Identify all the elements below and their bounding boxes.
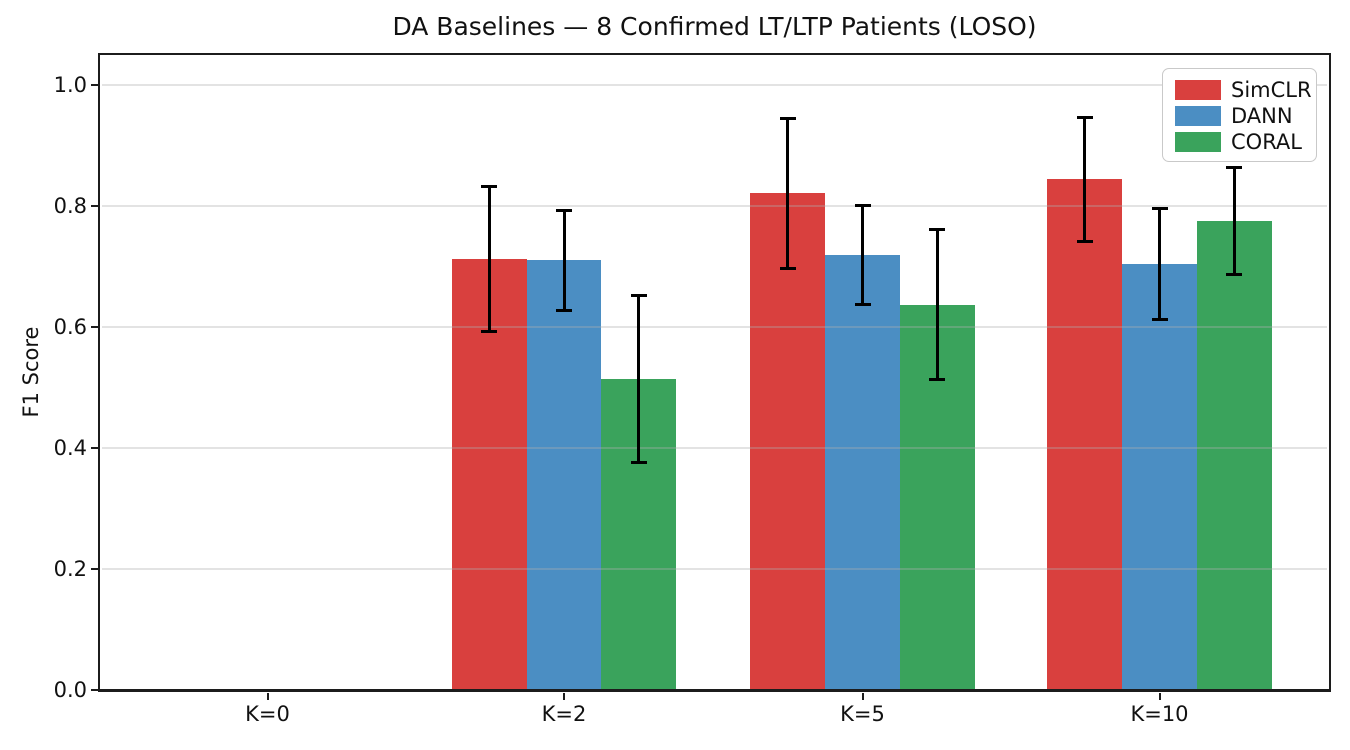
xtick-label-k0: K=0 [245, 702, 290, 726]
errorbar-simclr-k2-cap-bottom [481, 329, 498, 333]
ytick-mark-0.8 [91, 205, 98, 207]
errorbar-dann-k5-cap-top [854, 203, 871, 207]
xtick-mark-k2 [563, 693, 565, 700]
xtick-label-k5: K=5 [840, 702, 885, 726]
errorbar-coral-k10-cap-top [1226, 166, 1243, 170]
ytick-mark-0.4 [91, 447, 98, 449]
errorbar-dann-k2-cap-bottom [556, 309, 572, 313]
errorbar-simclr-k2-cap-top [481, 184, 498, 188]
errorbar-dann-k5-cap-bottom [854, 303, 871, 307]
errorbar-simclr-k10-cap-top [1076, 115, 1093, 119]
errorbar-dann-k10-cap-bottom [1151, 318, 1168, 322]
ytick-mark-1.0 [91, 84, 98, 86]
bar-simclr-k10 [1047, 179, 1123, 690]
gridline-0.4 [102, 447, 1327, 449]
ytick-label-0.0: 0.0 [53, 678, 87, 702]
bar-dann-k5 [825, 255, 900, 690]
errorbar-coral-k5-line [935, 229, 939, 380]
errorbar-simclr-k2-line [487, 186, 491, 332]
ytick-label-0.2: 0.2 [53, 557, 87, 581]
gridline-0.6 [102, 326, 1327, 328]
legend-label-coral: CORAL [1231, 130, 1302, 154]
errorbar-dann-k5-line [861, 205, 864, 305]
errorbar-coral-k5-cap-top [929, 228, 946, 232]
errorbar-coral-k5-cap-bottom [929, 378, 946, 382]
bar-dann-k2 [526, 260, 602, 690]
legend-item-coral: CORAL [1175, 129, 1308, 155]
gridline-0.8 [102, 205, 1327, 207]
errorbar-coral-k2-cap-bottom [630, 461, 647, 465]
errorbar-simclr-k10-line [1083, 117, 1087, 242]
xtick-label-k10: K=10 [1130, 702, 1189, 726]
legend-swatch-coral [1175, 132, 1221, 152]
legend-item-dann: DANN [1175, 103, 1308, 129]
gridline-1.0 [102, 84, 1327, 86]
bar-dann-k10 [1122, 264, 1197, 690]
errorbar-dann-k2-line [562, 210, 566, 311]
legend-swatch-dann [1175, 106, 1221, 126]
bar-simclr-k5 [750, 193, 826, 690]
errorbar-coral-k10-line [1232, 167, 1236, 275]
errorbar-dann-k10-line [1158, 208, 1161, 320]
errorbar-dann-k2-cap-top [556, 208, 572, 212]
errorbar-coral-k2-line [637, 295, 641, 463]
ytick-mark-0.0 [91, 689, 98, 691]
errorbar-simclr-k10-cap-bottom [1076, 240, 1093, 244]
xtick-mark-k10 [1158, 693, 1161, 700]
legend: SimCLR DANN CORAL [1162, 68, 1317, 162]
ytick-mark-0.6 [91, 326, 98, 328]
xtick-mark-k0 [266, 693, 269, 700]
legend-swatch-simclr [1175, 80, 1221, 100]
y-axis-label: F1 Score [19, 326, 43, 418]
errorbar-dann-k10-cap-top [1151, 206, 1168, 210]
ytick-label-0.8: 0.8 [53, 194, 87, 218]
ytick-mark-0.2 [91, 568, 98, 570]
ytick-label-0.4: 0.4 [53, 436, 87, 460]
legend-label-simclr: SimCLR [1231, 78, 1312, 102]
errorbar-coral-k10-cap-bottom [1226, 272, 1243, 276]
legend-item-simclr: SimCLR [1175, 77, 1312, 103]
errorbar-coral-k2-cap-top [630, 294, 647, 298]
errorbar-coral-k0-cap-bottom [334, 688, 351, 692]
ytick-label-1.0: 1.0 [53, 73, 87, 97]
legend-label-dann: DANN [1231, 104, 1293, 128]
errorbar-simclr-k0-cap-bottom [184, 688, 201, 692]
errorbar-simclr-k5-cap-bottom [779, 266, 796, 270]
xtick-label-k2: K=2 [541, 702, 587, 726]
chart-title: DA Baselines — 8 Confirmed LT/LTP Patien… [392, 12, 1037, 41]
errorbar-dann-k0-cap-bottom [259, 688, 276, 692]
gridline-0.2 [102, 568, 1327, 570]
bar-coral-k10 [1196, 221, 1272, 690]
xtick-mark-k5 [861, 693, 864, 700]
ytick-label-0.6: 0.6 [53, 315, 87, 339]
errorbar-simclr-k5-line [786, 118, 790, 269]
errorbar-simclr-k5-cap-top [779, 116, 796, 120]
